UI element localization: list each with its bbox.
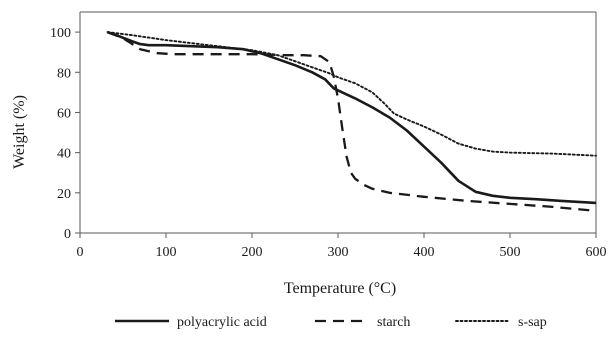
legend-label: starch <box>377 315 410 330</box>
series-line-starch <box>107 31 597 213</box>
axes: 0 20 40 60 80 100 0 100 200 300 400 500 600 <box>50 11 607 260</box>
x-axis-title: Temperature (°C) <box>284 280 396 297</box>
series-line-polyacrylic-acid <box>107 30 597 205</box>
x-tick-label: 500 <box>500 245 521 260</box>
legend: polyacrylic acid starch s-sap <box>115 315 547 330</box>
x-tick-label: 300 <box>328 245 349 260</box>
y-axis-title: Weight (%) <box>11 95 28 169</box>
y-tick-label: 40 <box>57 147 71 162</box>
x-tick-label: 600 <box>586 245 607 260</box>
x-tick-label: 100 <box>156 245 177 260</box>
x-tick-label: 0 <box>77 245 84 260</box>
series-line-s-sap <box>106 31 597 157</box>
x-tick-label: 200 <box>242 245 263 260</box>
legend-label: s-sap <box>518 315 547 330</box>
y-tick-label: 20 <box>57 187 71 202</box>
legend-label: polyacrylic acid <box>177 315 267 330</box>
x-tick-label: 400 <box>414 245 435 260</box>
y-tick-label: 0 <box>64 227 71 242</box>
series-lines <box>106 30 597 213</box>
y-tick-label: 80 <box>57 66 71 81</box>
y-tick-label: 100 <box>50 26 71 41</box>
y-tick-label: 60 <box>57 106 71 121</box>
